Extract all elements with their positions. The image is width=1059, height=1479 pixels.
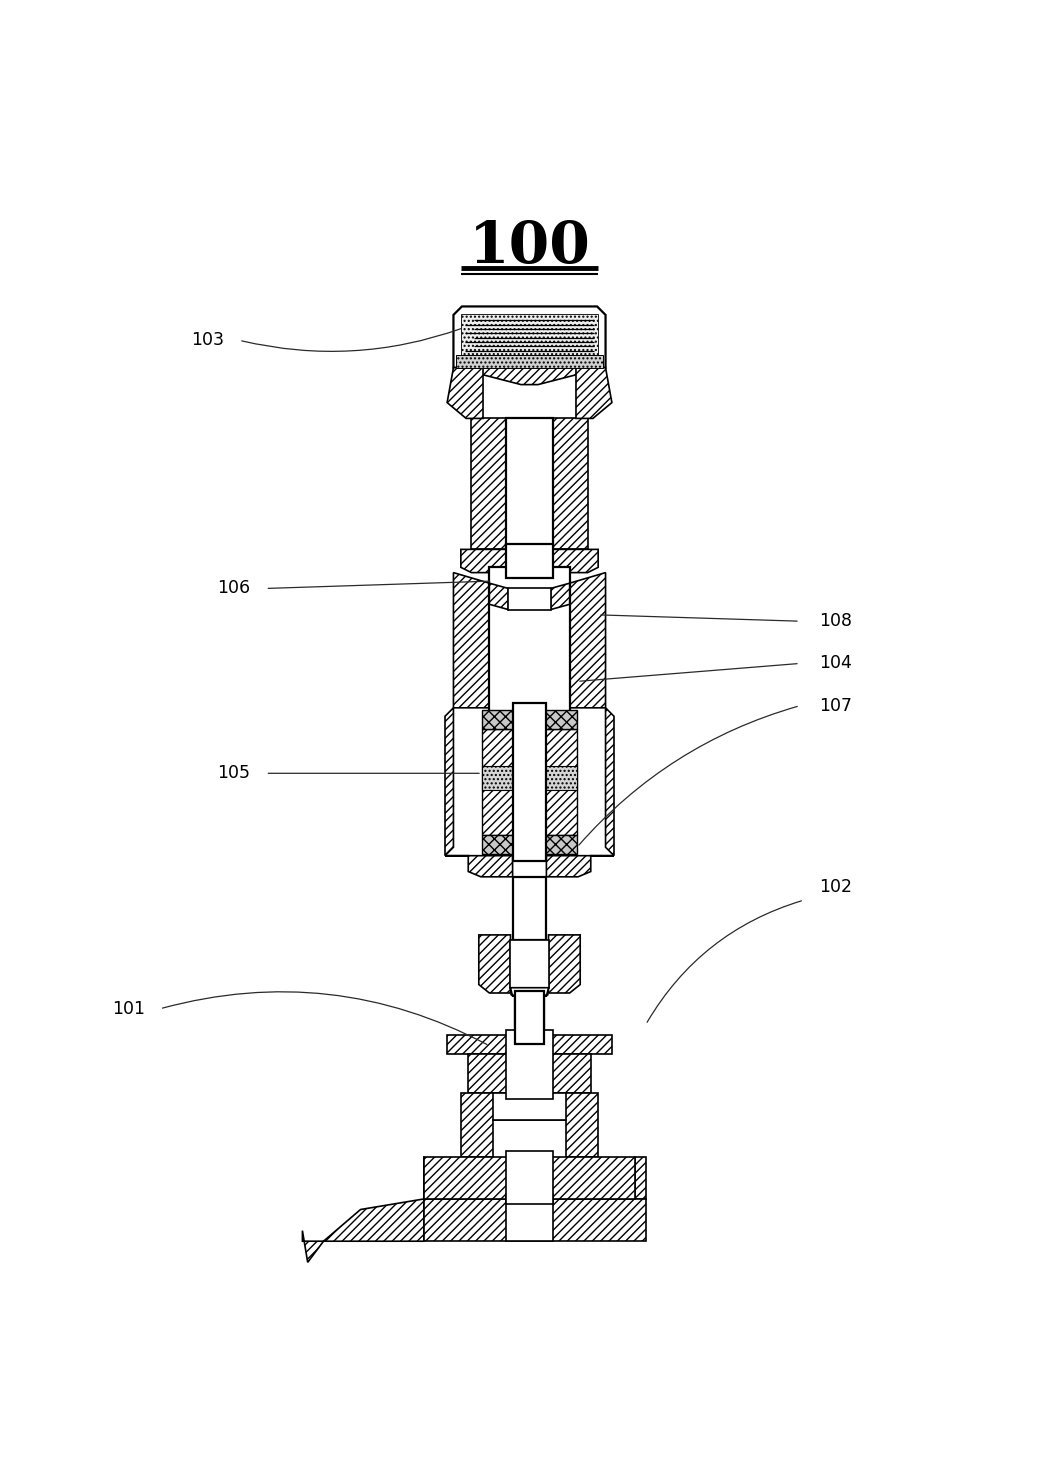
Bar [492,1093,567,1120]
Bar [482,834,577,853]
Text: 108: 108 [820,612,852,630]
Bar [482,710,577,729]
Polygon shape [576,368,612,419]
Polygon shape [424,1157,635,1199]
Bar [455,355,604,368]
Bar [510,941,549,988]
Bar [482,766,577,790]
Polygon shape [549,935,580,992]
Polygon shape [447,368,483,419]
Polygon shape [461,1093,598,1157]
Bar [506,419,553,549]
Text: 104: 104 [820,654,852,673]
Polygon shape [606,708,614,856]
Text: 107: 107 [820,697,852,714]
Bar [506,1194,553,1241]
Polygon shape [303,1157,424,1263]
Bar [506,1152,553,1204]
Text: 105: 105 [217,765,250,782]
Polygon shape [455,368,604,385]
Polygon shape [489,583,508,609]
Polygon shape [570,572,606,708]
Polygon shape [553,419,588,549]
Polygon shape [510,988,549,997]
Polygon shape [453,572,489,708]
Bar [482,729,577,834]
Polygon shape [468,1055,591,1093]
Bar [508,589,551,609]
Text: 100: 100 [468,219,591,275]
Polygon shape [551,583,570,609]
Polygon shape [471,419,506,549]
Bar [515,997,544,1041]
Bar [513,703,546,861]
Polygon shape [635,1157,646,1199]
Polygon shape [447,1035,612,1055]
Bar [489,568,570,713]
Bar [461,314,598,355]
Polygon shape [546,856,614,877]
Text: 102: 102 [820,879,852,896]
Bar [506,544,553,578]
Bar [424,1199,646,1241]
Polygon shape [445,856,513,877]
Text: 106: 106 [217,580,250,598]
Bar [506,1029,553,1099]
Polygon shape [479,935,510,992]
Polygon shape [445,708,453,856]
Polygon shape [453,306,606,368]
Bar [515,991,544,1044]
Polygon shape [461,549,506,572]
Text: 101: 101 [111,1000,145,1018]
Polygon shape [553,549,598,572]
Text: 103: 103 [191,331,223,349]
Bar [513,877,546,941]
